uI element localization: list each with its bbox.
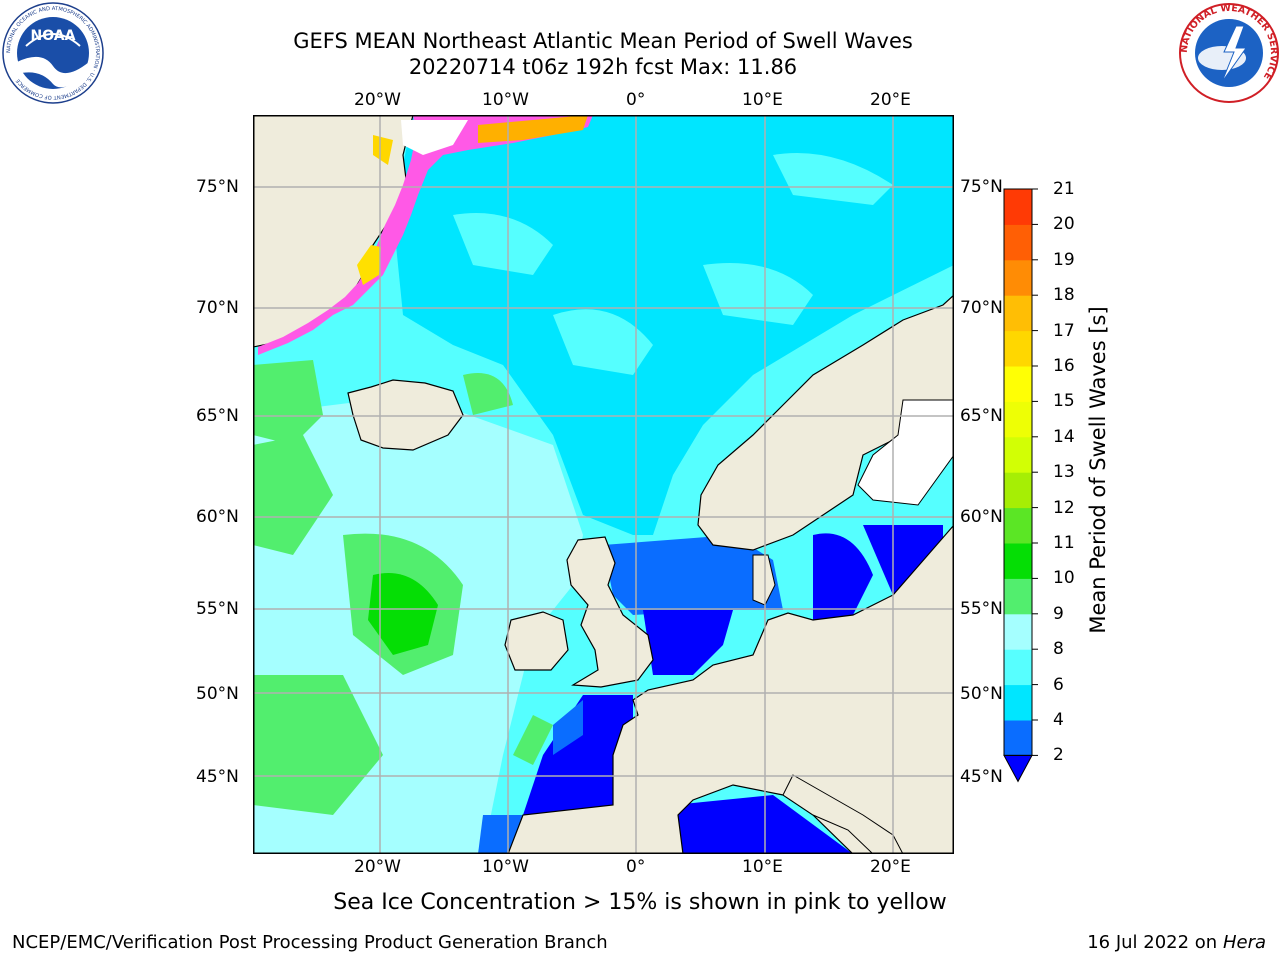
swell-period-map	[253, 115, 954, 854]
land-italy	[782, 774, 904, 854]
sea-ice-yellow	[357, 245, 381, 285]
swell-under-2s-mediterranean	[673, 795, 853, 854]
lat-label-60n-left: 60°N	[196, 507, 239, 527]
chart-subtitle-run: 20220714 t06z 192h fcst Max: 11.86	[408, 55, 798, 79]
lon-label-0-bottom: 0°	[626, 857, 646, 877]
colorbar-segment	[1004, 401, 1032, 438]
colorbar-tick-label: 12	[1053, 497, 1075, 518]
lat-label-45n-right: 45°N	[960, 767, 1003, 787]
colorbar-tick-label: 18	[1053, 285, 1075, 306]
footer-date: 16 Jul 2022 on Hera	[1087, 932, 1266, 953]
swell-under-2s-baltic	[813, 533, 873, 620]
land-ireland	[504, 611, 569, 671]
sea-ice-note: Sea Ice Concentration > 15% is shown in …	[333, 890, 947, 915]
colorbar-tick-label: 4	[1053, 710, 1064, 730]
lon-label-10e-top: 10°E	[742, 90, 783, 110]
lat-label-75n-left: 75°N	[196, 177, 239, 197]
colorbar-under-triangle	[1003, 754, 1033, 783]
colorbar-segment	[1004, 613, 1032, 650]
land-great-britain	[566, 536, 654, 688]
lon-label-20w-bottom: 20°W	[354, 857, 401, 877]
lon-label-10w-top: 10°W	[482, 90, 529, 110]
colorbar-tick-label: 8	[1053, 639, 1064, 660]
nws-logo: NATIONAL WEATHER SERVICE	[1179, 3, 1279, 103]
colorbar-segment	[1004, 684, 1032, 721]
colorbar-segment	[1004, 189, 1032, 225]
footer-date-text: 16 Jul 2022 on	[1087, 932, 1223, 953]
swell-2-4s-north-sea	[603, 535, 783, 615]
lat-label-65n-left: 65°N	[196, 406, 239, 426]
colorbar-tick-label: 11	[1053, 533, 1075, 553]
colorbar-tick-label: 2	[1053, 745, 1064, 766]
colorbar-segment	[1004, 366, 1032, 402]
swell-under-2s-biscay	[523, 695, 633, 815]
lat-label-70n-right: 70°N	[960, 298, 1003, 318]
colorbar-label: Mean Period of Swell Waves [s]	[1086, 306, 1110, 634]
lon-label-10w-bottom: 10°W	[482, 857, 529, 877]
land-continental-europe	[507, 524, 954, 854]
colorbar	[1003, 188, 1038, 783]
colorbar-tick-label: 16	[1053, 356, 1075, 376]
colorbar-tick-label: 13	[1053, 462, 1075, 483]
footer-machine: Hera	[1222, 932, 1266, 953]
colorbar-segment	[1004, 330, 1032, 367]
lat-label-70n-left: 70°N	[196, 298, 239, 318]
land-iceland	[347, 379, 464, 451]
swell-6-8s-region	[393, 115, 954, 535]
colorbar-segment	[1004, 720, 1032, 756]
swell-10-11s-region	[368, 573, 438, 655]
land-scandinavia	[697, 294, 954, 551]
lon-label-0-top: 0°	[626, 90, 646, 110]
ice-white-patch	[401, 120, 468, 155]
chart-title: GEFS MEAN Northeast Atlantic Mean Period…	[293, 29, 913, 53]
colorbar-tick-label: 9	[1053, 603, 1064, 624]
lon-label-20e-top: 20°E	[870, 90, 911, 110]
lat-label-65n-right: 65°N	[960, 406, 1003, 426]
colorbar-tick-label: 14	[1053, 426, 1075, 447]
colorbar-tick-label: 21	[1053, 179, 1075, 199]
colorbar-segment	[1004, 507, 1032, 544]
map-frame	[253, 115, 954, 854]
lon-label-10e-bottom: 10°E	[742, 857, 783, 877]
noaa-logo: NOAA NATIONAL OCEANIC AND ATMOSPHERIC AD…	[2, 2, 104, 104]
lat-label-55n-right: 55°N	[960, 599, 1003, 619]
colorbar-segment	[1004, 259, 1032, 296]
colorbar-segment	[1004, 649, 1032, 686]
lat-label-75n-right: 75°N	[960, 177, 1003, 197]
colorbar-segment	[1004, 472, 1032, 509]
lat-label-45n-left: 45°N	[196, 767, 239, 787]
lat-label-60n-right: 60°N	[960, 507, 1003, 527]
colorbar-tick-label: 6	[1053, 674, 1064, 695]
colorbar-tick-label: 10	[1053, 568, 1075, 589]
colorbar-tick-label: 17	[1053, 320, 1075, 341]
colorbar-tick-label: 19	[1053, 249, 1075, 270]
colorbar-tick-label: 20	[1053, 214, 1075, 235]
lon-label-20w-top: 20°W	[354, 90, 401, 110]
lat-label-55n-left: 55°N	[196, 599, 239, 619]
sea-ice-edge-pink	[258, 115, 593, 355]
ice-gulf-of-bothnia	[857, 399, 954, 506]
colorbar-tick-label: 15	[1053, 391, 1075, 412]
colorbar-segment	[1004, 295, 1032, 332]
lat-label-50n-right: 50°N	[960, 684, 1003, 704]
colorbar-segment	[1004, 578, 1032, 615]
footer-producer: NCEP/EMC/Verification Post Processing Pr…	[12, 932, 608, 953]
colorbar-segment	[1004, 543, 1032, 579]
graticule	[253, 115, 954, 854]
swell-9-10s-region	[253, 360, 323, 445]
noaa-logo-text: NOAA	[31, 28, 76, 44]
colorbar-segment	[1004, 436, 1032, 473]
lat-label-50n-left: 50°N	[196, 684, 239, 704]
colorbar-segment	[1004, 224, 1032, 261]
lon-label-20e-bottom: 20°E	[870, 857, 911, 877]
